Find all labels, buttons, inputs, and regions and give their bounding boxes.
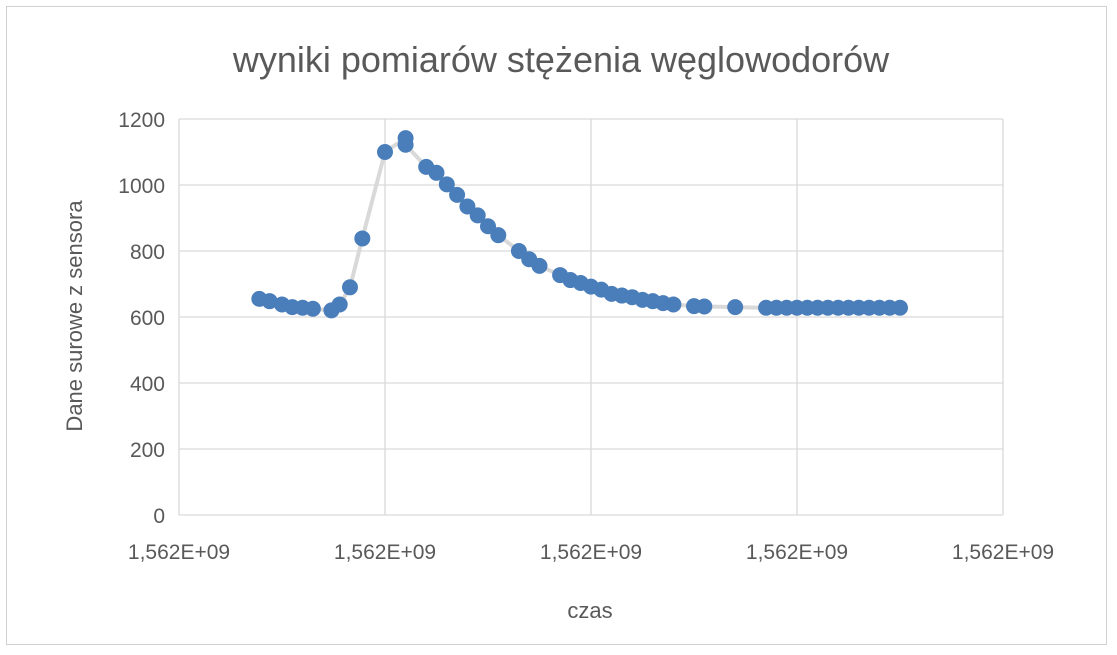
- chart-svg: wyniki pomiarów stężenia węglowodorów 0 2…: [62, 39, 1054, 623]
- data-point: [331, 296, 348, 313]
- data-point: [490, 227, 507, 244]
- grid-layer: [178, 118, 1004, 516]
- data-point: [892, 299, 908, 316]
- data-point: [665, 296, 682, 313]
- x-axis-label: czas: [567, 598, 612, 623]
- y-tick-label: 600: [130, 307, 165, 330]
- x-tick-label: 1,562E+09: [952, 541, 1054, 564]
- x-tick-label: 1,562E+09: [334, 541, 436, 564]
- data-point: [397, 136, 414, 153]
- series-layer: [251, 130, 908, 319]
- x-axis-ticks: 1,562E+09 1,562E+09 1,562E+09 1,562E+09 1,56…: [128, 541, 1054, 564]
- data-point: [304, 300, 321, 317]
- y-tick-label: 1000: [118, 175, 165, 198]
- data-point: [727, 299, 744, 316]
- data-point: [438, 176, 455, 193]
- chart-title: wyniki pomiarów stężenia węglowodorów: [232, 39, 890, 80]
- x-tick-label: 1,562E+09: [746, 541, 848, 564]
- x-tick-label: 1,562E+09: [540, 541, 642, 564]
- data-point: [449, 186, 466, 203]
- y-axis-ticks: 0 200 400 600 800 1000 1200: [118, 109, 165, 528]
- data-point: [696, 298, 713, 315]
- y-axis-label: Dane surowe z sensora: [62, 200, 87, 432]
- y-tick-label: 200: [130, 439, 165, 462]
- data-point: [531, 257, 548, 274]
- data-point: [480, 218, 496, 235]
- data-point: [354, 230, 371, 247]
- y-tick-label: 0: [153, 505, 165, 528]
- data-point: [341, 279, 358, 296]
- data-point: [428, 164, 445, 181]
- data-point: [459, 198, 476, 215]
- x-tick-label: 1,562E+09: [128, 541, 230, 564]
- data-point: [469, 207, 486, 224]
- y-tick-label: 800: [130, 241, 165, 264]
- data-point: [377, 144, 393, 160]
- y-tick-label: 400: [130, 373, 165, 396]
- chart-frame: wyniki pomiarów stężenia węglowodorów 0 2…: [6, 6, 1107, 645]
- y-tick-label: 1200: [118, 109, 165, 132]
